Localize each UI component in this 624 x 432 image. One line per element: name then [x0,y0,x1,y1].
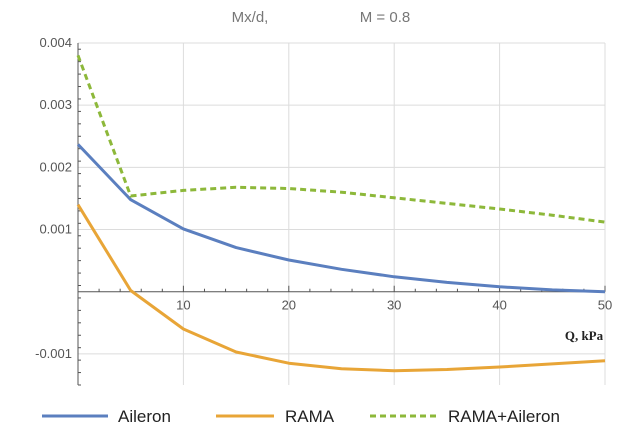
legend-label-aileron: Aileron [118,407,171,426]
series-line-rama [76,203,606,373]
y-tick-label: 0.004 [39,35,72,50]
x-tick-label: 50 [598,298,612,313]
y-tick-label: 0.001 [39,222,72,237]
legend-item-aileron: Aileron [42,407,171,426]
x-tick-label: 40 [492,298,506,313]
y-tick-label: -0.001 [35,346,72,361]
legend-label-rama: RAMA [285,407,335,426]
x-tick-label: 10 [176,298,190,313]
legend: Aileron RAMA RAMA+Aileron [42,407,560,426]
chart-title: Mx/d, M = 0.8 [232,9,411,26]
legend-label-rama-aileron: RAMA+Aileron [448,407,560,426]
title-part-left: Mx/d, [232,9,269,26]
legend-item-rama-aileron: RAMA+Aileron [370,407,560,426]
tick-labels: 10 20 30 40 50 0.004 0.003 0.002 0.001 -0.001 [35,35,612,361]
x-tick-label: 30 [387,298,401,313]
axes [77,43,606,386]
series-line-rama-aileron [76,54,606,224]
x-axis-label: Q, kPa [565,328,604,343]
title-part-right: M = 0.8 [360,9,410,26]
series-lines [76,54,606,373]
y-tick-label: 0.003 [39,97,72,112]
grid-lines [78,42,606,385]
series-line-aileron [76,143,606,294]
y-tick-label: 0.002 [39,159,72,174]
x-tick-label: 20 [282,298,296,313]
legend-item-rama: RAMA [216,407,335,426]
